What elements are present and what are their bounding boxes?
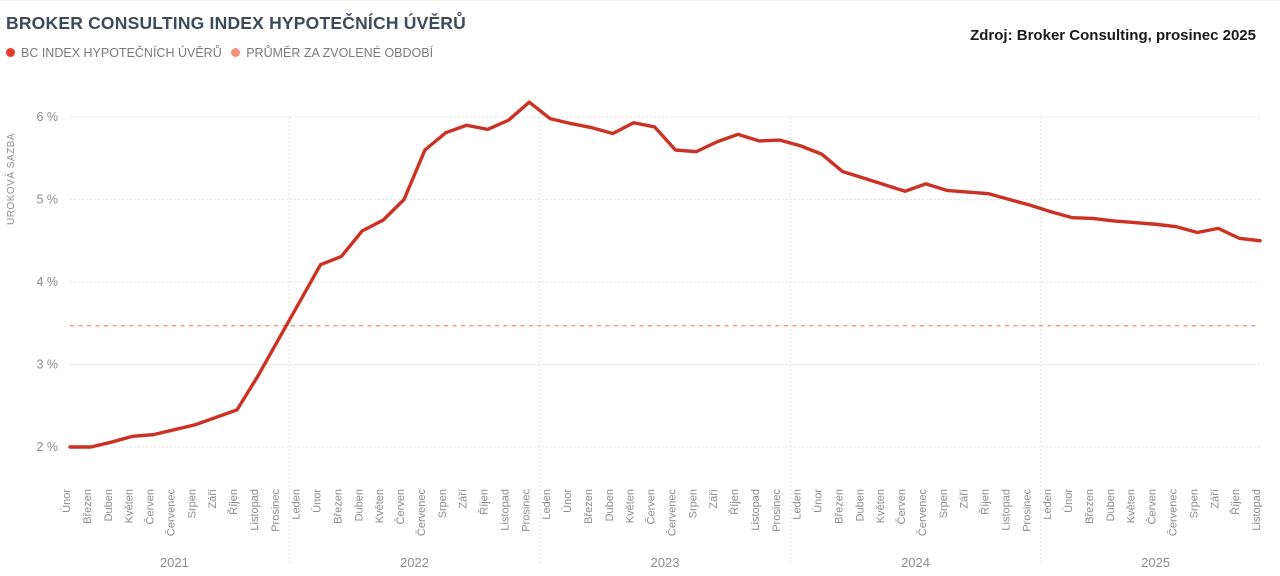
- svg-text:Listopad: Listopad: [249, 489, 261, 531]
- svg-text:Duben: Duben: [353, 489, 365, 521]
- svg-text:Září: Září: [207, 489, 219, 509]
- svg-text:Červen: Červen: [895, 489, 908, 524]
- svg-text:Únor: Únor: [812, 489, 825, 513]
- svg-text:Březen: Březen: [583, 489, 595, 524]
- svg-text:Duben: Duben: [103, 489, 115, 521]
- svg-text:Leden: Leden: [1042, 489, 1054, 520]
- svg-text:Duben: Duben: [604, 489, 616, 521]
- svg-text:Září: Září: [458, 489, 470, 509]
- svg-text:Září: Září: [708, 489, 720, 509]
- svg-text:Prosinec: Prosinec: [1021, 489, 1033, 532]
- svg-text:Srpen: Srpen: [186, 489, 198, 518]
- svg-text:2025: 2025: [1141, 555, 1170, 570]
- svg-text:Březen: Březen: [833, 489, 845, 524]
- svg-text:Červen: Červen: [645, 489, 658, 524]
- svg-text:Srpen: Srpen: [1188, 489, 1200, 518]
- svg-text:Říjen: Říjen: [979, 489, 992, 515]
- svg-text:Září: Září: [1209, 489, 1221, 509]
- svg-text:Říjen: Říjen: [478, 489, 491, 515]
- svg-text:Říjen: Říjen: [728, 489, 741, 515]
- svg-text:Červenec: Červenec: [665, 489, 678, 537]
- svg-text:Říjen: Říjen: [227, 489, 240, 515]
- svg-text:Srpen: Srpen: [687, 489, 699, 518]
- svg-text:Květen: Květen: [1126, 489, 1138, 523]
- svg-text:2 %: 2 %: [36, 440, 58, 454]
- svg-text:Červen: Červen: [1146, 489, 1159, 524]
- svg-text:Únor: Únor: [561, 489, 574, 513]
- svg-text:3 %: 3 %: [36, 358, 58, 372]
- svg-text:Březen: Březen: [82, 489, 94, 524]
- svg-text:Říjen: Říjen: [1229, 489, 1242, 515]
- svg-text:Srpen: Srpen: [437, 489, 449, 518]
- svg-text:5 %: 5 %: [36, 193, 58, 207]
- svg-text:2024: 2024: [901, 555, 930, 570]
- svg-text:Březen: Březen: [332, 489, 344, 524]
- svg-text:Prosinec: Prosinec: [771, 489, 783, 532]
- svg-text:2021: 2021: [160, 555, 189, 570]
- svg-text:Duben: Duben: [854, 489, 866, 521]
- svg-text:Listopad: Listopad: [1251, 489, 1263, 531]
- svg-text:Listopad: Listopad: [1000, 489, 1012, 531]
- svg-text:6 %: 6 %: [36, 110, 58, 124]
- svg-text:Únor: Únor: [60, 489, 73, 513]
- svg-text:Červen: Červen: [144, 489, 157, 524]
- svg-text:Prosinec: Prosinec: [520, 489, 532, 532]
- svg-text:Únor: Únor: [311, 489, 324, 513]
- svg-text:Listopad: Listopad: [499, 489, 511, 531]
- svg-text:Květen: Květen: [374, 489, 386, 523]
- svg-text:Září: Září: [959, 489, 971, 509]
- svg-text:Červen: Červen: [394, 489, 407, 524]
- svg-text:Srpen: Srpen: [938, 489, 950, 518]
- svg-text:Červenec: Červenec: [916, 489, 929, 537]
- svg-text:Červenec: Červenec: [1166, 489, 1179, 537]
- svg-text:2022: 2022: [400, 555, 429, 570]
- svg-text:Leden: Leden: [541, 489, 553, 520]
- svg-text:Květen: Květen: [625, 489, 637, 523]
- svg-text:Leden: Leden: [291, 489, 303, 520]
- svg-text:Prosinec: Prosinec: [270, 489, 282, 532]
- svg-text:Únor: Únor: [1062, 489, 1075, 513]
- svg-text:Květen: Květen: [124, 489, 136, 523]
- svg-text:Duben: Duben: [1105, 489, 1117, 521]
- svg-text:Březen: Březen: [1084, 489, 1096, 524]
- svg-text:4 %: 4 %: [36, 275, 58, 289]
- svg-text:Květen: Květen: [875, 489, 887, 523]
- svg-text:Červenec: Červenec: [415, 489, 428, 537]
- svg-text:2023: 2023: [651, 555, 680, 570]
- svg-text:Listopad: Listopad: [750, 489, 762, 531]
- svg-text:Leden: Leden: [792, 489, 804, 520]
- svg-text:Červenec: Červenec: [164, 489, 177, 537]
